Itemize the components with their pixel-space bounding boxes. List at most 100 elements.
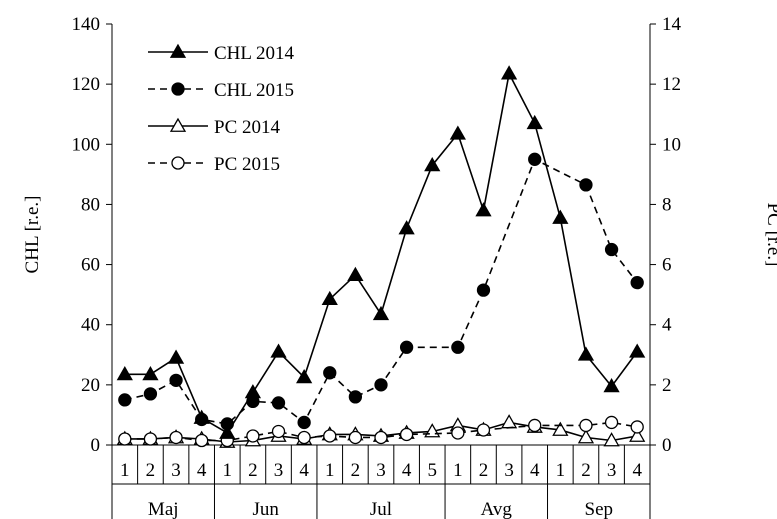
y-right-tick-label: 12 (662, 74, 681, 95)
week-label: 2 (581, 460, 591, 481)
data-point (348, 430, 363, 445)
data-point (579, 178, 593, 192)
data-point (143, 432, 158, 446)
month-label: Jun (253, 499, 280, 519)
week-label: 5 (427, 460, 437, 481)
legend-label: CHL 2014 (214, 43, 295, 64)
data-point (118, 432, 132, 446)
week-label: 2 (248, 460, 258, 481)
data-point (424, 157, 441, 172)
data-point (270, 343, 287, 358)
series-pc-2015 (118, 415, 644, 448)
week-label: 3 (171, 460, 181, 481)
data-point (116, 366, 133, 381)
legend-label: CHL 2015 (214, 80, 294, 101)
y-right-tick-label: 10 (662, 134, 681, 155)
data-point (399, 340, 414, 354)
legend-marker (171, 156, 185, 170)
data-point (167, 349, 185, 364)
legend-item: CHL 2015 (148, 80, 294, 101)
data-point (169, 430, 183, 445)
data-point (398, 220, 415, 235)
y-right-tick-label: 14 (662, 14, 682, 35)
data-point (296, 369, 313, 384)
data-point (630, 275, 644, 290)
data-point (579, 418, 593, 433)
data-point (476, 423, 491, 437)
data-point (451, 426, 465, 440)
month-label: Avg (481, 499, 513, 519)
y-left-tick-label: 20 (81, 375, 100, 396)
y-right-tick-label: 6 (662, 255, 672, 276)
data-point (604, 242, 619, 257)
legend: CHL 2014 CHL 2015 PC 2014 PC 2015 (148, 43, 295, 175)
y-left-tick-label: 140 (72, 14, 101, 35)
week-label: 3 (504, 460, 514, 481)
legend-label: PC 2015 (214, 154, 280, 175)
data-point (271, 424, 286, 439)
data-point (219, 424, 236, 439)
legend-item: PC 2015 (148, 154, 280, 175)
data-point (630, 420, 644, 434)
week-label: 4 (197, 460, 207, 481)
data-point (577, 346, 595, 361)
data-point (476, 283, 491, 297)
y-left-tick-label: 0 (91, 435, 101, 456)
data-point (604, 415, 619, 430)
y-right-tick-label: 2 (662, 375, 672, 396)
data-point (347, 266, 364, 281)
data-point (603, 432, 620, 447)
data-point (449, 125, 466, 140)
data-point (451, 340, 465, 354)
data-point (475, 202, 492, 217)
data-point (323, 429, 337, 443)
legend-label: PC 2014 (214, 117, 280, 138)
data-point (552, 421, 569, 436)
data-point (528, 418, 542, 433)
data-point (399, 427, 414, 442)
data-point (323, 366, 337, 380)
data-point (528, 152, 542, 166)
week-label: 2 (479, 460, 489, 481)
week-label: 2 (351, 460, 361, 481)
data-point (297, 430, 311, 445)
data-point (629, 343, 646, 358)
data-point (246, 429, 260, 443)
data-point (374, 430, 388, 445)
legend-marker (171, 82, 185, 96)
y-left-tick-label: 60 (81, 255, 100, 276)
data-point (500, 65, 518, 80)
y-right-axis-title: PC [r.e.] (763, 203, 777, 267)
week-label: 4 (402, 460, 412, 481)
month-label: Jul (370, 499, 392, 519)
data-point (271, 396, 286, 410)
legend-item: PC 2014 (148, 117, 280, 138)
data-point (142, 366, 159, 381)
data-point (603, 378, 620, 393)
data-point (372, 305, 390, 321)
data-point (629, 427, 646, 442)
data-point (169, 373, 183, 387)
y-left-tick-label: 80 (81, 194, 100, 215)
week-label: 4 (632, 460, 642, 481)
data-point (193, 409, 210, 424)
data-point (552, 209, 569, 224)
month-label: Maj (148, 499, 179, 519)
series-chl-2015 (118, 152, 644, 431)
data-point (500, 414, 518, 429)
y-right-tick-label: 8 (662, 194, 672, 215)
data-point (118, 393, 132, 407)
data-point (577, 429, 595, 444)
week-label: 1 (325, 460, 335, 481)
data-point (348, 390, 363, 404)
week-label: 2 (146, 460, 156, 481)
week-label: 3 (274, 460, 284, 481)
week-label: 1 (223, 460, 233, 481)
week-label: 1 (120, 460, 130, 481)
legend-item: CHL 2014 (148, 43, 295, 64)
data-point (297, 415, 311, 430)
week-label: 4 (299, 460, 309, 481)
data-point (321, 290, 338, 306)
data-point (143, 387, 158, 401)
